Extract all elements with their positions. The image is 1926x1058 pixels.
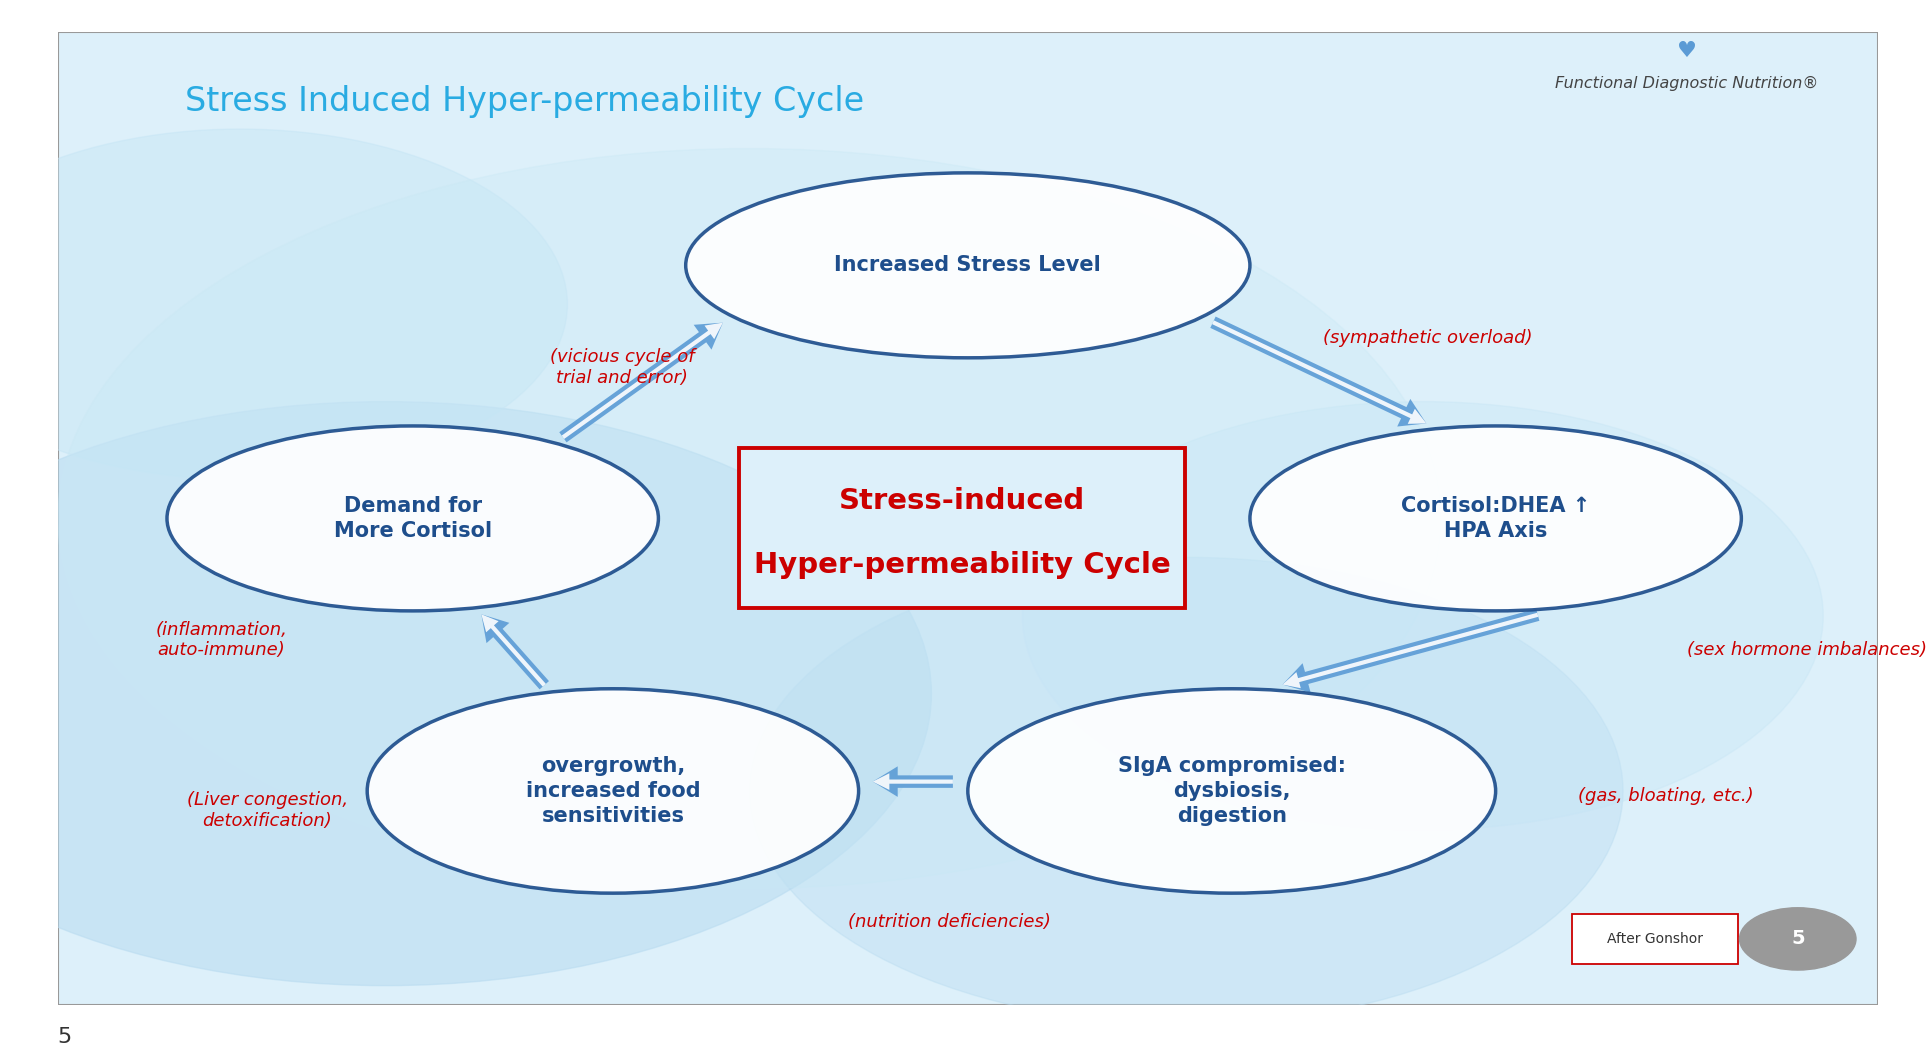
Text: Stress-induced: Stress-induced [840,487,1086,515]
Text: (vicious cycle of
trial and error): (vicious cycle of trial and error) [549,348,693,387]
Text: ♥: ♥ [1678,41,1697,61]
FancyArrowPatch shape [482,615,549,690]
Text: (sex hormone imbalances): (sex hormone imbalances) [1687,641,1926,659]
Ellipse shape [368,689,859,893]
Text: SIgA compromised:
dysbiosis,
digestion: SIgA compromised: dysbiosis, digestion [1117,756,1346,825]
FancyArrowPatch shape [482,615,545,687]
FancyArrowPatch shape [1283,613,1539,688]
Text: 5: 5 [58,1027,71,1047]
Circle shape [749,558,1624,1024]
Text: 5: 5 [1791,929,1805,948]
FancyBboxPatch shape [740,448,1184,608]
Circle shape [1023,402,1824,829]
Text: (sympathetic overload): (sympathetic overload) [1323,329,1533,347]
FancyArrowPatch shape [872,766,953,797]
Circle shape [1739,908,1857,970]
FancyArrowPatch shape [1210,316,1427,426]
FancyArrowPatch shape [872,773,953,790]
Text: Stress Induced Hyper-permeability Cycle: Stress Induced Hyper-permeability Cycle [185,86,865,118]
Text: Cortisol:DHEA ↑
HPA Axis: Cortisol:DHEA ↑ HPA Axis [1400,496,1591,541]
FancyBboxPatch shape [58,32,1878,1005]
Text: Hyper-permeability Cycle: Hyper-permeability Cycle [753,551,1171,579]
Text: Increased Stress Level: Increased Stress Level [834,255,1102,275]
Text: Functional Diagnostic Nutrition®: Functional Diagnostic Nutrition® [1554,75,1818,91]
Ellipse shape [686,172,1250,358]
FancyBboxPatch shape [1572,914,1737,964]
Circle shape [0,129,568,479]
Text: (Liver congestion,
detoxification): (Liver congestion, detoxification) [187,791,349,829]
Circle shape [58,148,1441,889]
FancyArrowPatch shape [559,323,722,442]
Text: After Gonshor: After Gonshor [1606,932,1703,946]
Ellipse shape [168,426,659,610]
Ellipse shape [969,689,1497,893]
Circle shape [0,402,932,986]
FancyArrowPatch shape [562,323,722,439]
Ellipse shape [1250,426,1741,610]
Text: (nutrition deficiencies): (nutrition deficiencies) [847,913,1052,931]
FancyArrowPatch shape [1211,321,1427,424]
FancyArrowPatch shape [1283,608,1539,693]
Text: overgrowth,
increased food
sensitivities: overgrowth, increased food sensitivities [526,756,701,825]
Text: (inflammation,
auto-immune): (inflammation, auto-immune) [156,621,287,659]
Text: Demand for
More Cortisol: Demand for More Cortisol [333,496,491,541]
Text: (gas, bloating, etc.): (gas, bloating, etc.) [1577,787,1753,805]
